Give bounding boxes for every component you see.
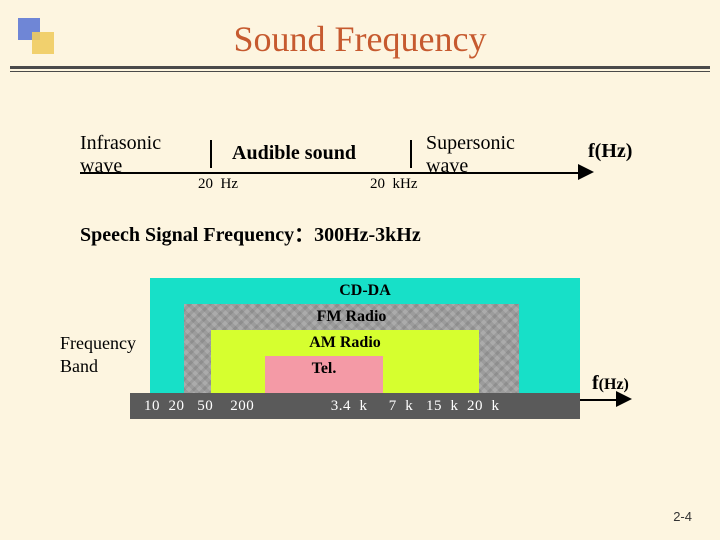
infrasonic-line1: Infrasonic: [80, 132, 161, 154]
frequency-scale-bar: 10 20 50 200 3.4 k 7 k 15 k 20 k: [130, 393, 580, 419]
tick-20hz-label: 20 Hz: [198, 176, 238, 193]
frequency-line-diagram: Infrasonic wave Audible sound Supersonic…: [80, 130, 640, 200]
band-axis-line: [580, 399, 620, 401]
page-number: 2-4: [673, 509, 692, 524]
page-title: Sound Frequency: [0, 18, 720, 60]
speech-signal-text: Speech Signal Frequency：300Hz-3kHz: [80, 218, 421, 247]
frequency-axis-arrow: [578, 164, 594, 180]
tick-20hz: [210, 140, 212, 168]
axis-label-fhz: f(Hz): [588, 140, 632, 163]
tick-20khz-label: 20 kHz: [370, 176, 418, 193]
tick-20khz: [410, 140, 412, 168]
scale-ticks-text: 10 20 50 200 3.4 k 7 k 15 k 20 k: [144, 398, 500, 415]
frequency-axis-line: [80, 172, 580, 174]
audible-label: Audible sound: [232, 142, 356, 165]
frequency-band-caption: Frequency Band: [60, 332, 136, 377]
band-tel: Tel.: [265, 356, 383, 393]
band-axis-label: f(Hz): [592, 372, 629, 395]
supersonic-line1: Supersonic: [426, 132, 515, 154]
title-rule: [10, 66, 710, 72]
